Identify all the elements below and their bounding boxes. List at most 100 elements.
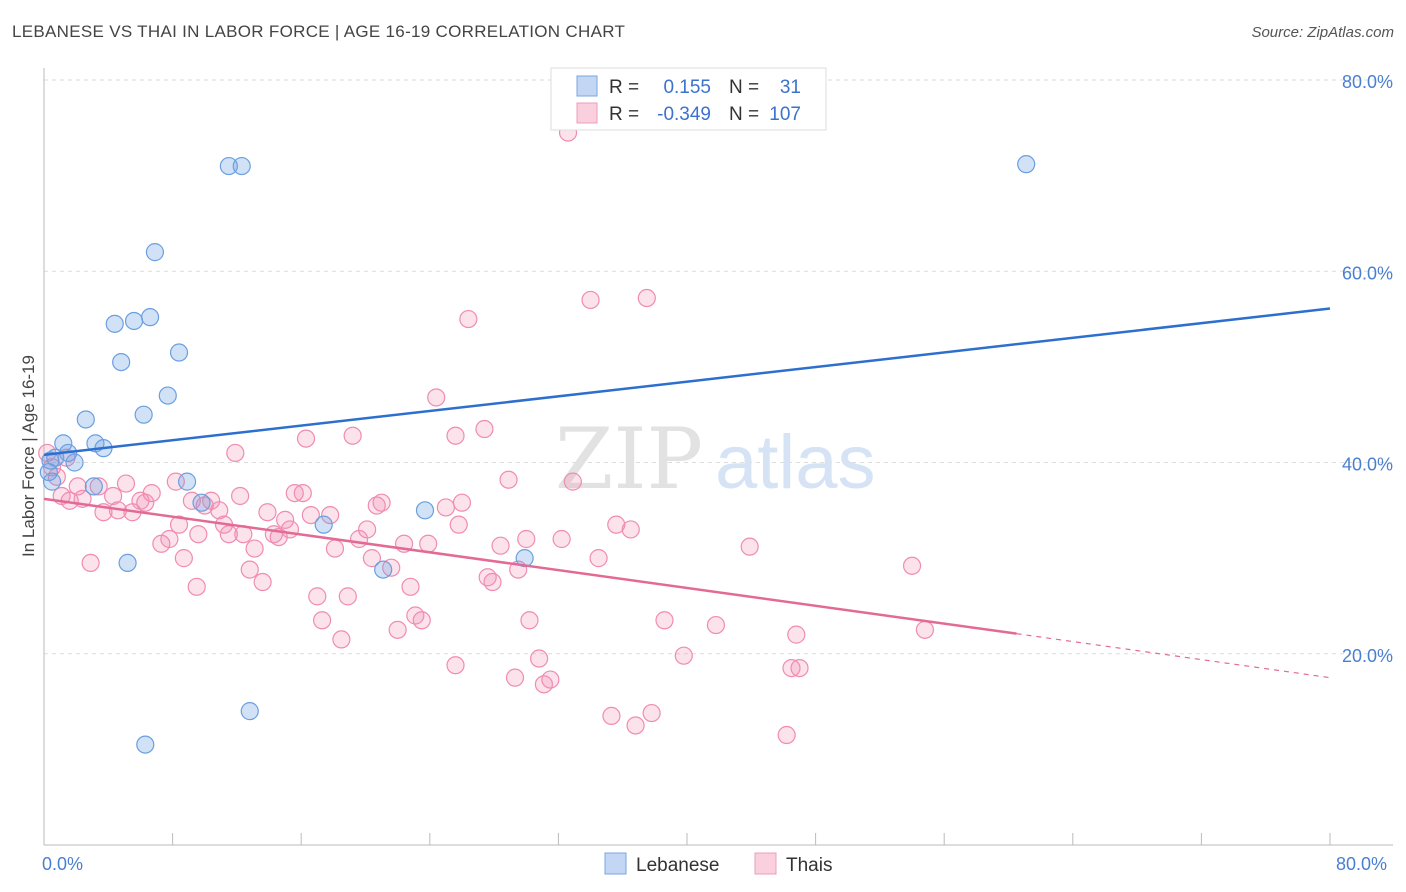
thais-point <box>245 539 264 558</box>
y-tick-label: 80.0% <box>1342 72 1393 92</box>
lebanese-n-value: 31 <box>780 77 801 98</box>
thais-point <box>790 658 809 678</box>
x-ticks <box>43 833 1331 845</box>
thais-point <box>446 656 465 675</box>
thais-point <box>358 520 377 539</box>
thais-point <box>581 290 600 310</box>
thais-point <box>777 725 796 745</box>
y-tick-label: 60.0% <box>1342 263 1393 283</box>
thais-point <box>189 525 208 544</box>
thais-point <box>308 587 327 606</box>
lebanese-point <box>192 493 211 512</box>
lebanese-point <box>65 453 84 472</box>
trend-lines <box>43 307 1331 679</box>
lebanese-point <box>41 451 60 470</box>
thais-r-value: -0.349 <box>657 104 711 125</box>
thais-n-value: 107 <box>769 104 801 125</box>
thais-trend-line <box>43 497 1017 635</box>
thais-point <box>104 486 123 506</box>
lebanese-point <box>1017 155 1036 174</box>
thais-point <box>174 549 193 568</box>
lebanese-point <box>177 472 197 491</box>
legend-thais-swatch <box>754 852 777 875</box>
lebanese-point <box>415 501 435 520</box>
stats-legend: R = 0.155 N = 31 R = -0.349 N = 107 <box>550 67 827 131</box>
thais-point <box>412 611 431 630</box>
thais-point <box>459 309 478 329</box>
thais-point <box>258 503 277 522</box>
thais-point <box>231 486 250 506</box>
thais-point <box>449 515 468 534</box>
lebanese-point <box>105 314 124 333</box>
lebanese-point <box>314 515 333 534</box>
lebanese-point <box>124 311 144 331</box>
lebanese-point <box>118 553 137 573</box>
thais-point <box>240 560 259 579</box>
thais-point <box>296 429 316 448</box>
thais-point <box>475 419 494 439</box>
lebanese-points <box>39 155 1036 754</box>
bottom-legend: Lebanese Thais <box>604 852 832 876</box>
thais-point <box>312 611 332 630</box>
y-tick-label: 20.0% <box>1342 646 1393 666</box>
thais-n-label: N = <box>729 104 759 125</box>
legend-lebanese-label: Lebanese <box>636 855 719 876</box>
thais-point <box>706 615 726 635</box>
thais-point <box>301 505 320 525</box>
lebanese-point <box>134 405 153 424</box>
lebanese-point <box>76 410 95 429</box>
thais-point <box>142 484 161 503</box>
thais-point <box>187 577 206 596</box>
thais-point <box>321 505 340 525</box>
thais-point <box>427 388 446 407</box>
lebanese-n-label: N = <box>729 77 759 98</box>
thais-point <box>116 474 136 493</box>
thais-point <box>160 529 179 549</box>
thais-point <box>343 426 362 445</box>
thais-point <box>674 646 693 665</box>
thais-point <box>621 520 640 539</box>
thais-point <box>552 529 571 549</box>
thais-swatch <box>576 102 598 124</box>
lebanese-point <box>140 308 160 327</box>
thais-point <box>401 577 420 596</box>
lebanese-point <box>158 386 177 405</box>
thais-point <box>81 553 100 573</box>
x-tick-label-min: 0.0% <box>42 854 83 874</box>
thais-point <box>915 620 935 639</box>
thais-point <box>362 549 382 568</box>
lebanese-point <box>169 343 189 362</box>
watermark-zip: ZIP <box>555 410 703 508</box>
thais-point <box>372 493 391 512</box>
thais-point <box>520 611 539 630</box>
thais-point <box>226 443 245 463</box>
lebanese-point <box>42 472 62 491</box>
thais-point <box>276 510 295 529</box>
lebanese-trend-line <box>43 307 1331 457</box>
thais-point <box>280 520 300 539</box>
legend-thais-label: Thais <box>786 855 832 876</box>
y-tick-labels: 20.0% 40.0% 60.0% 80.0% <box>1342 72 1393 666</box>
thais-point <box>602 706 621 726</box>
thais-point <box>325 539 345 558</box>
thais-points <box>38 123 935 745</box>
legend-lebanese-swatch <box>604 852 627 875</box>
thais-point <box>210 501 229 520</box>
thais-trend-extension <box>1016 633 1331 679</box>
thais-point <box>419 534 438 553</box>
thais-point <box>446 426 465 445</box>
lebanese-r-label: R = <box>609 77 639 98</box>
lebanese-point <box>145 243 165 262</box>
thais-point <box>541 670 560 689</box>
lebanese-point <box>84 477 103 496</box>
lebanese-swatch <box>576 75 598 97</box>
thais-point <box>388 620 407 639</box>
lebanese-point <box>219 156 238 176</box>
thais-point <box>332 630 351 649</box>
thais-point <box>367 496 386 515</box>
y-tick-label: 40.0% <box>1342 455 1393 475</box>
thais-point <box>452 493 472 512</box>
thais-point <box>637 288 656 308</box>
thais-point <box>517 529 536 549</box>
